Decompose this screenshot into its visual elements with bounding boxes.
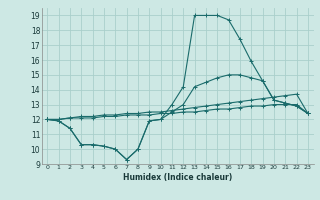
X-axis label: Humidex (Indice chaleur): Humidex (Indice chaleur) bbox=[123, 173, 232, 182]
